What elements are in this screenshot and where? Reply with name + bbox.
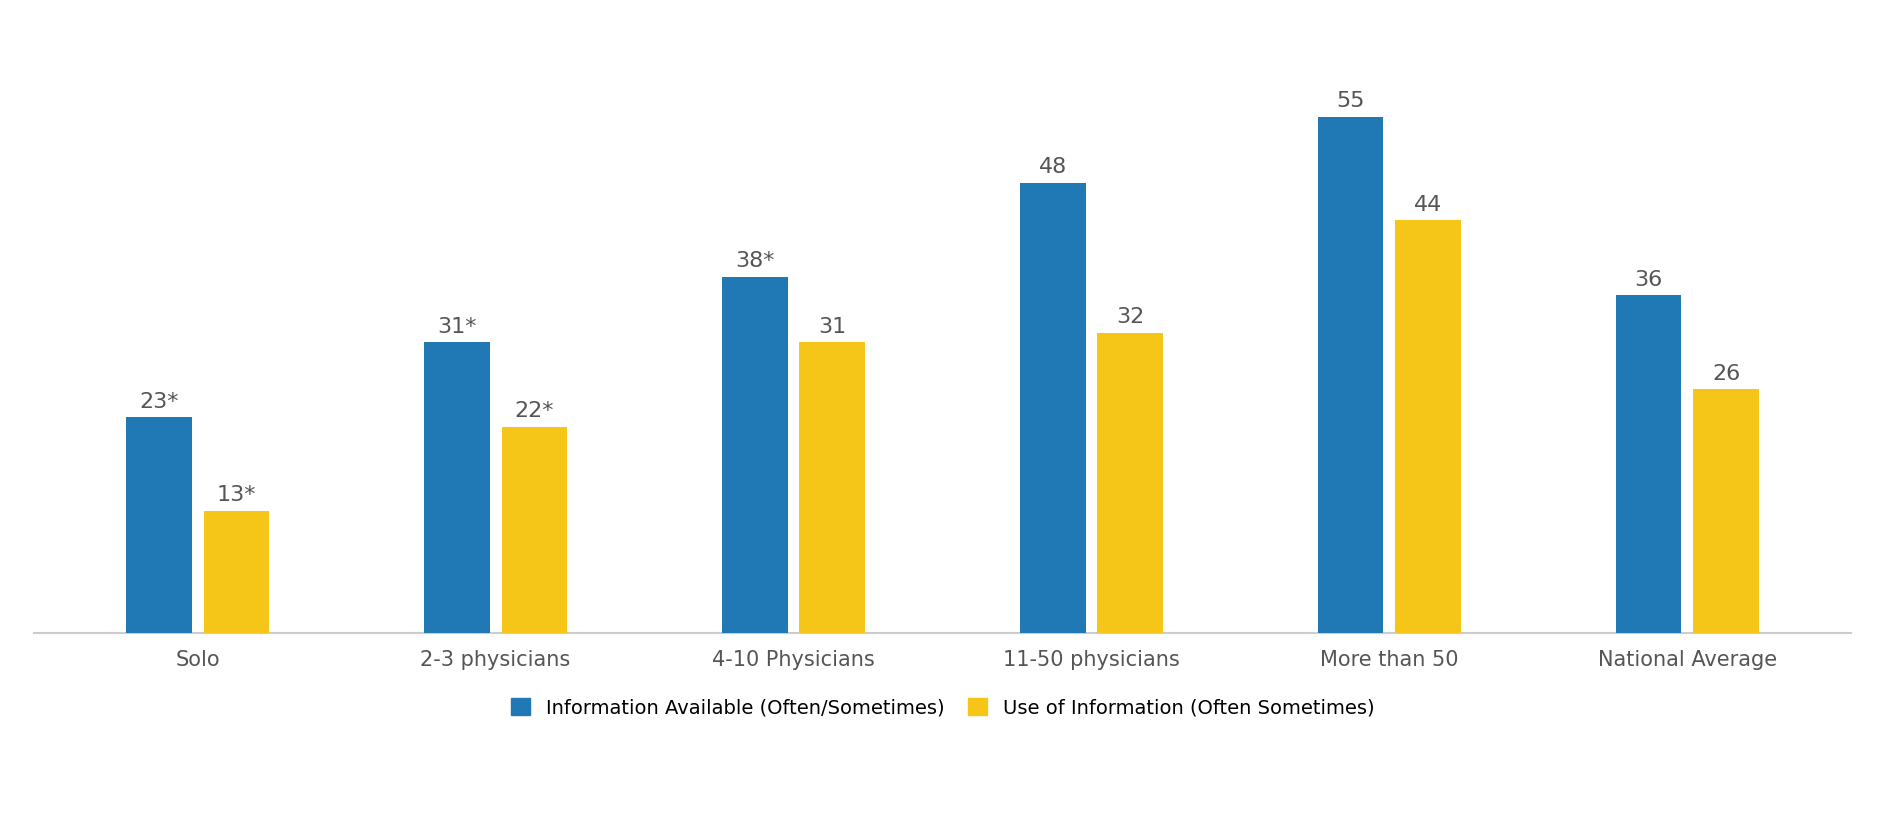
- Bar: [1020, 183, 1086, 633]
- Bar: [1693, 389, 1759, 633]
- Bar: [501, 427, 567, 633]
- Text: 22*: 22*: [515, 401, 554, 421]
- Bar: [799, 342, 865, 633]
- Bar: [126, 417, 192, 633]
- Text: 55: 55: [1336, 91, 1365, 111]
- Bar: [204, 511, 270, 633]
- Bar: [722, 276, 788, 633]
- Text: 26: 26: [1712, 364, 1740, 383]
- Bar: [424, 342, 490, 633]
- Text: 38*: 38*: [735, 251, 775, 271]
- Bar: [1395, 220, 1461, 633]
- Text: 13*: 13*: [217, 486, 256, 505]
- Text: 31*: 31*: [437, 316, 477, 337]
- Legend: Information Available (Often/Sometimes), Use of Information (Often Sometimes): Information Available (Often/Sometimes),…: [501, 688, 1384, 727]
- Text: 23*: 23*: [139, 392, 179, 412]
- Bar: [1097, 333, 1163, 633]
- Text: 31: 31: [818, 316, 846, 337]
- Text: 48: 48: [1039, 157, 1067, 177]
- Text: 36: 36: [1634, 270, 1663, 290]
- Bar: [1615, 295, 1681, 633]
- Text: 44: 44: [1414, 195, 1442, 215]
- Bar: [1318, 117, 1384, 633]
- Text: 32: 32: [1116, 307, 1144, 327]
